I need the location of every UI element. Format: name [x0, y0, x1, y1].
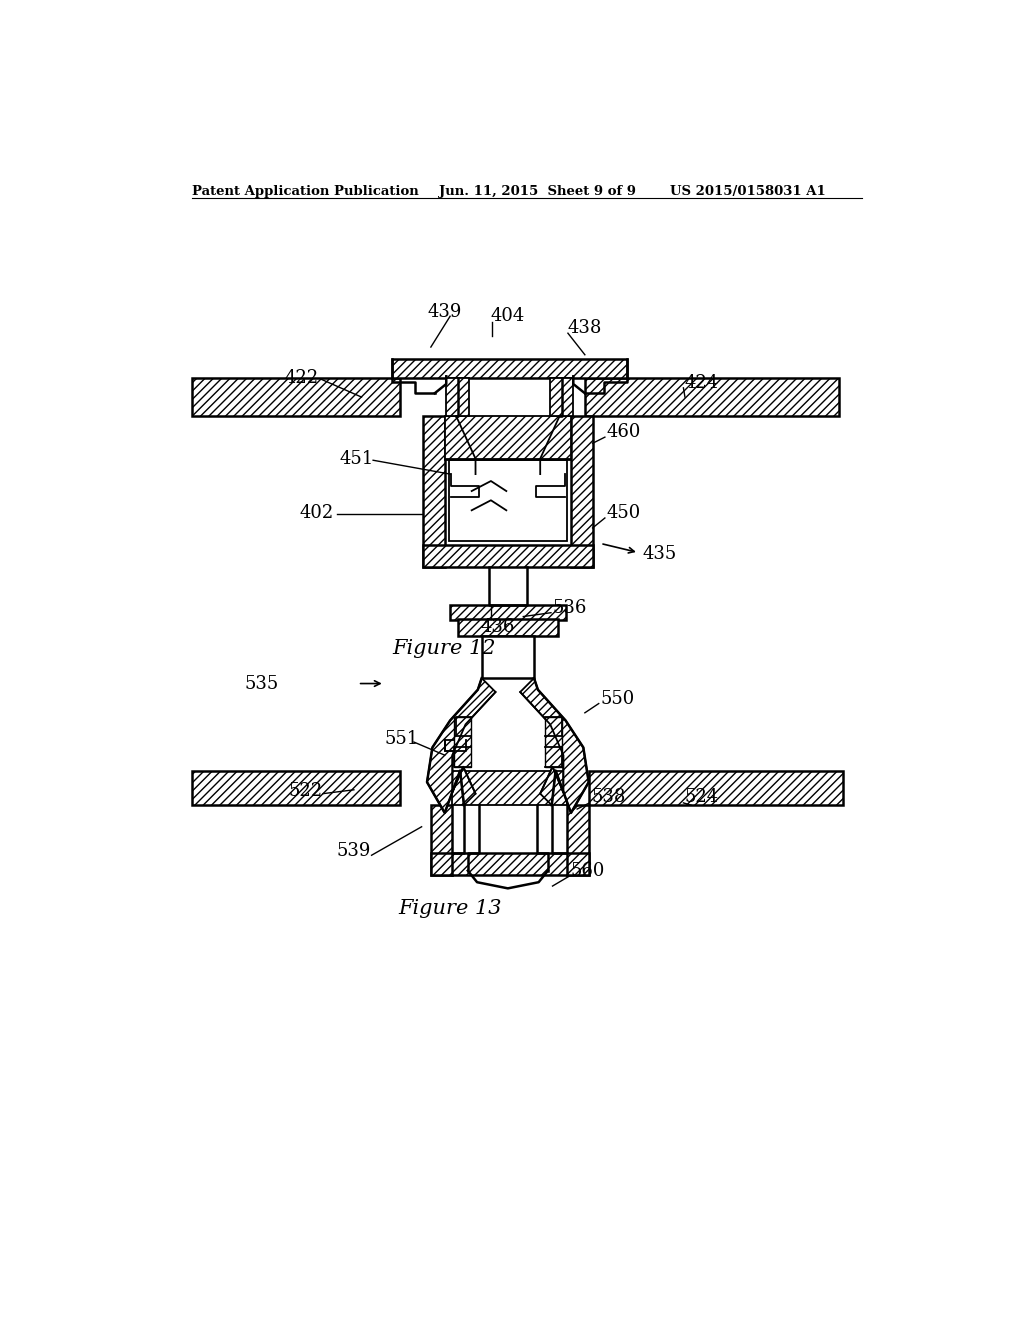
Text: Figure 12: Figure 12	[392, 639, 496, 657]
Bar	[423, 416, 444, 566]
Bar	[193, 771, 400, 805]
Text: 522: 522	[289, 783, 323, 800]
Text: 560: 560	[571, 862, 605, 879]
Text: 404: 404	[490, 308, 525, 325]
Text: 550: 550	[600, 690, 635, 708]
Text: Jun. 11, 2015  Sheet 9 of 9: Jun. 11, 2015 Sheet 9 of 9	[438, 185, 636, 198]
Text: 436: 436	[481, 618, 515, 635]
Text: 424: 424	[685, 375, 719, 392]
Text: 450: 450	[606, 504, 641, 521]
Text: 439: 439	[427, 304, 462, 321]
Bar	[545, 717, 562, 767]
Bar	[585, 378, 839, 416]
Text: 536: 536	[553, 599, 587, 616]
Bar	[567, 805, 589, 875]
Text: 535: 535	[245, 675, 279, 693]
Text: 402: 402	[300, 504, 334, 521]
Text: US 2015/0158031 A1: US 2015/0158031 A1	[670, 185, 825, 198]
Bar	[392, 359, 628, 378]
Text: 435: 435	[643, 545, 677, 564]
Text: 460: 460	[606, 422, 641, 441]
Bar	[193, 378, 400, 416]
Bar	[550, 378, 573, 416]
Bar	[481, 636, 535, 678]
Text: 451: 451	[340, 450, 374, 467]
Bar	[423, 545, 593, 566]
Bar	[453, 771, 567, 805]
Text: Figure 13: Figure 13	[398, 899, 502, 919]
Bar	[446, 378, 469, 416]
Bar	[571, 416, 593, 566]
Bar	[451, 605, 565, 620]
Bar	[444, 416, 571, 459]
Bar	[454, 717, 471, 767]
Polygon shape	[427, 678, 496, 813]
Bar	[589, 771, 843, 805]
Text: 422: 422	[285, 368, 318, 387]
Bar	[431, 805, 453, 875]
Text: Patent Application Publication: Patent Application Publication	[193, 185, 419, 198]
Bar	[431, 853, 589, 875]
Bar	[449, 461, 567, 541]
Bar	[458, 619, 558, 636]
Polygon shape	[520, 678, 589, 813]
Text: 539: 539	[337, 842, 372, 861]
Text: 551: 551	[385, 730, 419, 748]
Text: 524: 524	[685, 788, 719, 807]
Text: 438: 438	[568, 319, 602, 337]
Bar	[444, 739, 466, 751]
Text: 538: 538	[591, 788, 626, 807]
